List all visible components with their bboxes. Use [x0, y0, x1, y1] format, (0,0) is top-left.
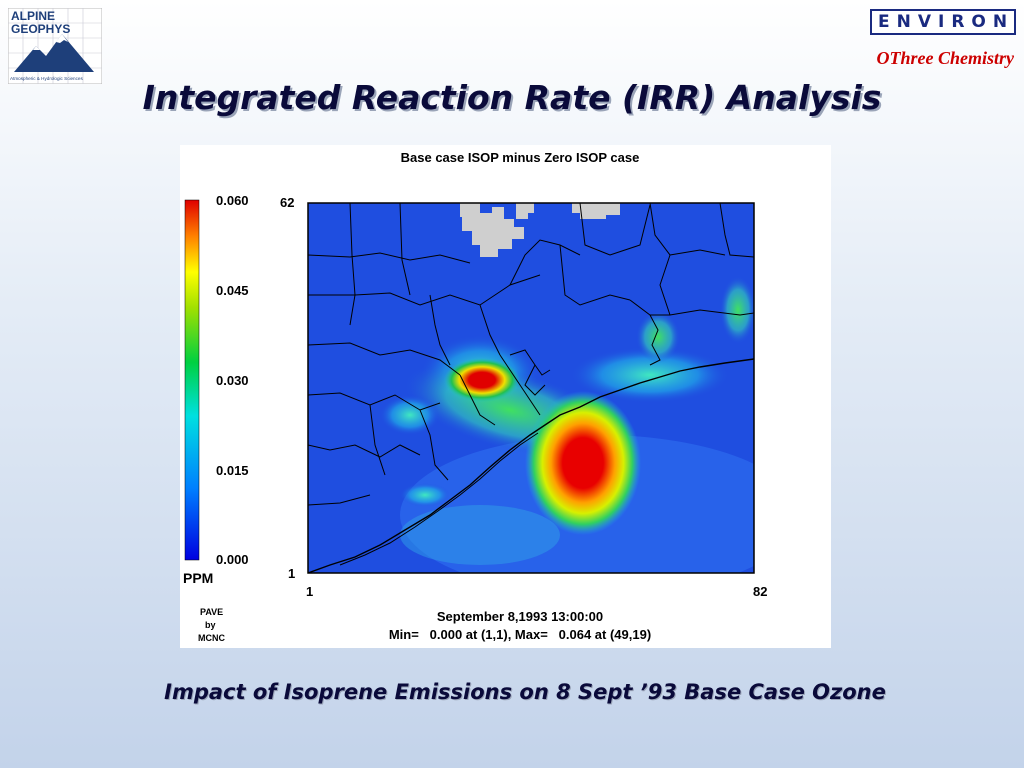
- grid-y-label-top: 62: [280, 195, 294, 210]
- legend-colorbar: [184, 199, 200, 561]
- logo-tagline: Atmospheric & Hydrologic Sciences: [10, 76, 83, 81]
- legend-tick: 0.060: [216, 193, 249, 208]
- legend-unit: PPM: [183, 570, 213, 586]
- subbrand-label: OThree Chemistry: [876, 48, 1015, 68]
- credit-line: MCNC: [198, 633, 225, 643]
- grid-x-label-right: 82: [753, 584, 767, 599]
- slide-caption: Impact of Isoprene Emissions on 8 Sept ’…: [164, 680, 886, 704]
- map-footer-stats: Min= 0.000 at (1,1), Max= 0.064 at (49,1…: [389, 627, 651, 642]
- map-figure-panel: Base case ISOP minus Zero ISOP case 0.06…: [180, 145, 831, 648]
- boundary-lines: [308, 203, 754, 573]
- legend-tick: 0.030: [216, 373, 249, 388]
- credit-line: PAVE: [200, 607, 223, 617]
- map-title: Base case ISOP minus Zero ISOP case: [401, 150, 640, 165]
- slide-title: Integrated Reaction Rate (IRR) Analysis: [142, 78, 882, 117]
- map-footer-date: September 8,1993 13:00:00: [437, 609, 603, 624]
- legend-tick: 0.015: [216, 463, 249, 478]
- map-frame: [307, 202, 755, 574]
- alpine-geophysics-logo: ALPINE GEOPHYS Atmospheric & Hydrologic …: [7, 7, 103, 85]
- credit-line: by: [205, 620, 216, 630]
- grid-x-label-left: 1: [306, 584, 313, 599]
- environ-logo: ENVIRON: [870, 9, 1016, 35]
- environ-logo-text: ENVIRON: [878, 12, 1015, 32]
- logo-line1: ALPINE: [11, 9, 55, 23]
- logo-line2: GEOPHYS: [11, 22, 70, 36]
- concentration-field: [308, 203, 754, 573]
- legend-tick: 0.045: [216, 283, 249, 298]
- grid-y-label-bottom: 1: [288, 566, 295, 581]
- legend-tick: 0.000: [216, 552, 249, 567]
